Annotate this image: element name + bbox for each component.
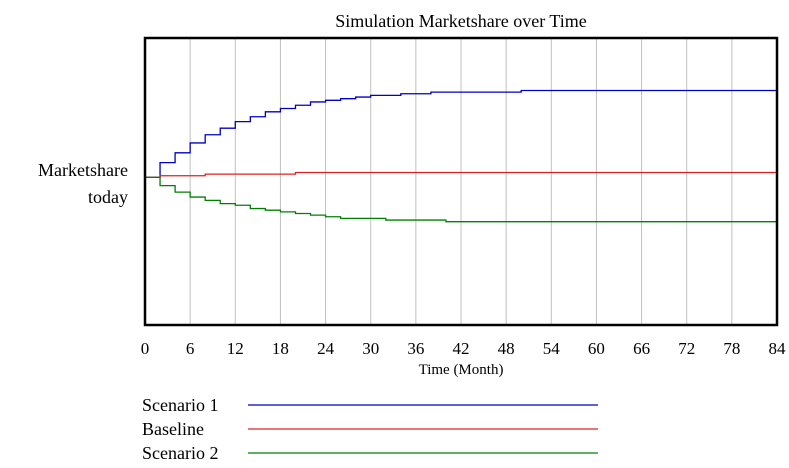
plot-area-frame [143, 36, 779, 327]
x-tick-label: 72 [678, 339, 695, 358]
x-tick-label: 12 [227, 339, 244, 358]
x-tick-label: 48 [498, 339, 515, 358]
chart-legend: Scenario 1 Baseline Scenario 2 [142, 395, 598, 463]
chart-grid [189, 38, 733, 325]
chart-series-lines [145, 89, 777, 223]
y-axis-label-line-2: today [88, 187, 128, 207]
series-line-scenario-2 [145, 176, 777, 223]
x-tick-label: 66 [633, 339, 650, 358]
x-tick-labels: 0 6 12 18 24 30 36 42 48 54 60 66 72 78 84 [141, 339, 786, 358]
x-tick-label: 0 [141, 339, 150, 358]
x-tick-label: 24 [317, 339, 335, 358]
y-axis-label-line-1: Marketshare [38, 160, 128, 180]
x-tick-label: 60 [588, 339, 605, 358]
x-tick-label: 84 [769, 339, 787, 358]
x-tick-label: 36 [407, 339, 424, 358]
x-tick-label: 18 [272, 339, 289, 358]
x-tick-label: 54 [543, 339, 561, 358]
chart-title: Simulation Marketshare over Time [335, 11, 586, 31]
x-axis-label: Time (Month) [419, 362, 504, 378]
series-line-scenario-1 [145, 89, 777, 179]
x-tick-label: 30 [362, 339, 379, 358]
x-tick-label: 42 [453, 339, 470, 358]
x-tick-label: 6 [186, 339, 195, 358]
x-tick-label: 78 [723, 339, 740, 358]
legend-label-scenario-2: Scenario 2 [142, 443, 218, 463]
series-line-baseline [145, 171, 777, 179]
legend-label-scenario-1: Scenario 1 [142, 395, 218, 415]
legend-label-baseline: Baseline [142, 419, 204, 439]
